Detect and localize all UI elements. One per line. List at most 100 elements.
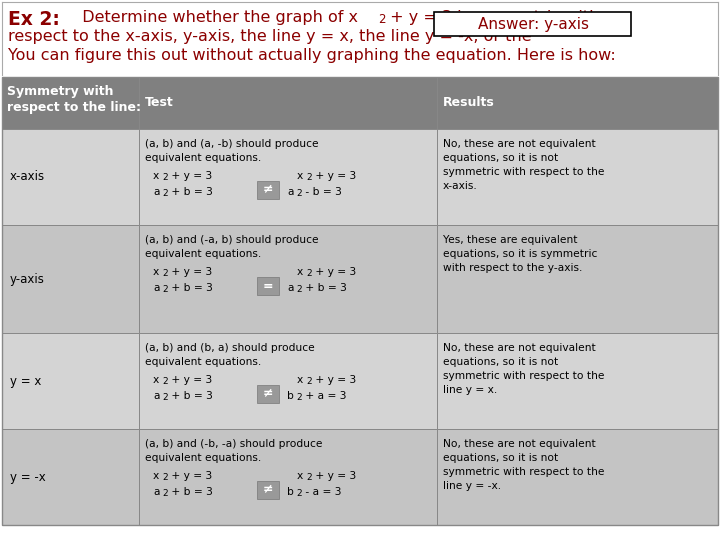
- Text: + y = 3: + y = 3: [168, 375, 212, 385]
- Bar: [139, 77, 437, 129]
- Text: equivalent equations.: equivalent equations.: [145, 249, 261, 259]
- Text: 2: 2: [306, 473, 312, 482]
- Text: + y = 3: + y = 3: [312, 267, 356, 277]
- Text: equations, so it is symmetric: equations, so it is symmetric: [443, 249, 598, 259]
- Text: equivalent equations.: equivalent equations.: [145, 153, 261, 163]
- Text: equations, so it is not: equations, so it is not: [443, 453, 558, 463]
- Bar: [437, 77, 718, 129]
- Text: Symmetry with: Symmetry with: [7, 85, 114, 98]
- Text: (a, b) and (b, a) should produce: (a, b) and (b, a) should produce: [145, 343, 315, 353]
- Text: x: x: [297, 471, 303, 481]
- Text: + b = 3: + b = 3: [168, 487, 213, 497]
- Text: equations, so it is not: equations, so it is not: [443, 153, 558, 163]
- Bar: [2, 225, 139, 333]
- Text: y-axis: y-axis: [10, 273, 45, 286]
- Bar: [257, 385, 279, 403]
- Text: b: b: [287, 391, 294, 401]
- Text: 2: 2: [162, 393, 168, 402]
- Text: Determine whether the graph of x: Determine whether the graph of x: [72, 10, 358, 25]
- Bar: [139, 333, 437, 429]
- Text: x: x: [153, 471, 159, 481]
- Text: No, these are not equivalent: No, these are not equivalent: [443, 139, 595, 149]
- Text: respect to the line:: respect to the line:: [7, 101, 141, 114]
- Text: line y = x.: line y = x.: [443, 385, 498, 395]
- Bar: [437, 429, 718, 525]
- Text: + b = 3: + b = 3: [302, 283, 347, 293]
- Text: 2: 2: [296, 489, 302, 498]
- Text: You can figure this out without actually graphing the equation. Here is how:: You can figure this out without actually…: [8, 48, 616, 63]
- Bar: [2, 129, 139, 225]
- Text: y = x: y = x: [10, 375, 41, 388]
- Text: x: x: [153, 267, 159, 277]
- Text: + y = 3: + y = 3: [312, 375, 356, 385]
- Text: + y = 3: + y = 3: [168, 471, 212, 481]
- Bar: [437, 129, 718, 225]
- Text: x-axis.: x-axis.: [443, 181, 478, 191]
- Bar: [257, 181, 279, 199]
- Text: symmetric with respect to the: symmetric with respect to the: [443, 167, 605, 177]
- Text: 2: 2: [162, 285, 168, 294]
- Text: ≠: ≠: [263, 388, 274, 401]
- Text: x: x: [153, 375, 159, 385]
- Bar: [139, 225, 437, 333]
- Text: + y = 3: + y = 3: [168, 171, 212, 181]
- Text: 2: 2: [306, 377, 312, 386]
- Text: x: x: [153, 171, 159, 181]
- Text: equations, so it is not: equations, so it is not: [443, 357, 558, 367]
- Bar: [2, 429, 139, 525]
- Text: x: x: [297, 375, 303, 385]
- Text: y = -x: y = -x: [10, 470, 46, 483]
- Text: 2: 2: [306, 173, 312, 182]
- Text: a: a: [287, 187, 294, 197]
- Text: symmetric with respect to the: symmetric with respect to the: [443, 371, 605, 381]
- Text: x: x: [297, 267, 303, 277]
- Text: + y = 3 is symmetric with: + y = 3 is symmetric with: [385, 10, 599, 25]
- Bar: [437, 333, 718, 429]
- Bar: [437, 225, 718, 333]
- Text: (a, b) and (-a, b) should produce: (a, b) and (-a, b) should produce: [145, 235, 319, 245]
- Text: + b = 3: + b = 3: [168, 187, 213, 197]
- Bar: [2, 77, 718, 525]
- Text: + y = 3: + y = 3: [312, 471, 356, 481]
- Text: 2: 2: [296, 285, 302, 294]
- Bar: [2, 77, 139, 129]
- Bar: [0, 0, 720, 75]
- Bar: [257, 277, 279, 295]
- Text: 2: 2: [162, 473, 168, 482]
- Text: No, these are not equivalent: No, these are not equivalent: [443, 343, 595, 353]
- Text: 2: 2: [162, 377, 168, 386]
- Text: 2: 2: [296, 189, 302, 198]
- Text: 2: 2: [296, 393, 302, 402]
- Text: 2: 2: [378, 13, 385, 26]
- Bar: [257, 481, 279, 499]
- Text: equivalent equations.: equivalent equations.: [145, 357, 261, 367]
- Text: (a, b) and (a, -b) should produce: (a, b) and (a, -b) should produce: [145, 139, 319, 149]
- Text: symmetric with respect to the: symmetric with respect to the: [443, 467, 605, 477]
- Text: (a, b) and (-b, -a) should produce: (a, b) and (-b, -a) should produce: [145, 439, 323, 449]
- Text: 2: 2: [162, 269, 168, 278]
- Text: with respect to the y-axis.: with respect to the y-axis.: [443, 263, 582, 273]
- Text: + b = 3: + b = 3: [168, 391, 213, 401]
- Text: a: a: [153, 487, 160, 497]
- Text: a: a: [287, 283, 294, 293]
- Bar: [139, 429, 437, 525]
- Text: - b = 3: - b = 3: [302, 187, 342, 197]
- Bar: [2, 333, 139, 429]
- FancyBboxPatch shape: [434, 12, 631, 36]
- Text: Ex 2:: Ex 2:: [8, 10, 60, 29]
- Text: x: x: [297, 171, 303, 181]
- Text: Results: Results: [443, 97, 495, 110]
- Text: Answer: y-axis: Answer: y-axis: [477, 17, 588, 31]
- Text: 2: 2: [162, 173, 168, 182]
- Text: Yes, these are equivalent: Yes, these are equivalent: [443, 235, 577, 245]
- Text: a: a: [153, 187, 160, 197]
- Bar: [139, 129, 437, 225]
- Text: + a = 3: + a = 3: [302, 391, 346, 401]
- Text: - a = 3: - a = 3: [302, 487, 341, 497]
- Text: b: b: [287, 487, 294, 497]
- Text: a: a: [153, 391, 160, 401]
- Text: respect to the x-axis, y-axis, the line y = x, the line y = -x, or the: respect to the x-axis, y-axis, the line …: [8, 29, 531, 44]
- Text: 2: 2: [306, 269, 312, 278]
- Text: ≠: ≠: [263, 184, 274, 197]
- Text: + y = 3: + y = 3: [168, 267, 212, 277]
